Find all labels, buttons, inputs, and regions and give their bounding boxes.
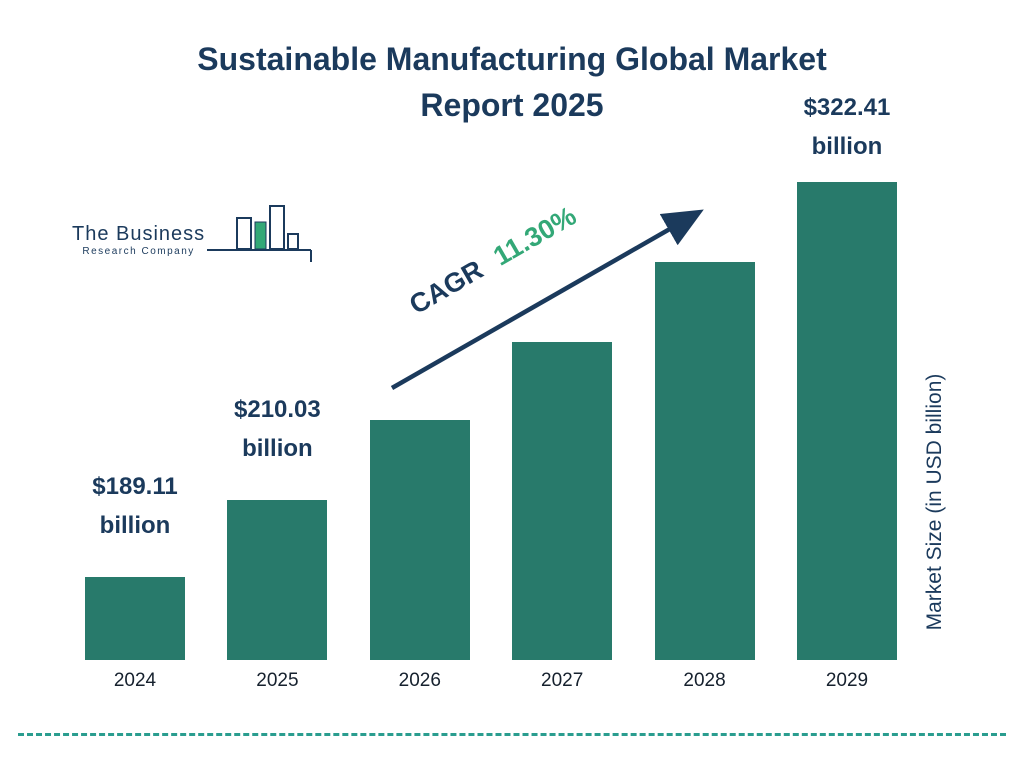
year-label-2028: 2028 (683, 670, 726, 691)
page-title: Sustainable Manufacturing Global Market … (0, 36, 1024, 128)
value-unit: billion (811, 133, 883, 160)
year-label-2027: 2027 (541, 670, 584, 691)
bar-2024 (85, 577, 185, 660)
page-title-line2: Report 2025 (420, 87, 604, 123)
company-logo-text: The Business Research Company (72, 223, 205, 271)
bar-group-2028: 2028 (654, 150, 755, 691)
year-label-2025: 2025 (256, 670, 299, 691)
value-label-2025: $210.03 billion (187, 390, 367, 468)
year-label-2024: 2024 (113, 670, 157, 691)
bottom-dashed-divider (18, 733, 1006, 736)
value-amount: $189.11 (92, 473, 178, 500)
year-label-2029: 2029 (825, 670, 869, 691)
logo-subtitle: Research Company (82, 246, 195, 257)
bar-group-2029: $322.41 billion 2029 (796, 94, 897, 691)
bar-2028 (654, 262, 755, 660)
value-amount: $210.03 (234, 396, 321, 423)
cagr-trend-arrow-icon (378, 192, 723, 412)
bar-2025 (227, 500, 328, 660)
value-label-2029: $322.41 billion (757, 88, 937, 166)
value-unit: billion (242, 435, 313, 462)
bar-2026 (369, 420, 470, 660)
bar-group-2026: 2026 (369, 150, 470, 691)
bar-group-2024: $189.11 billion 2024 (85, 150, 185, 691)
bar-2029 (796, 182, 897, 660)
page-title-line1: Sustainable Manufacturing Global Market (197, 41, 827, 77)
value-label-2024: $189.11 billion (45, 467, 225, 545)
company-logo: The Business Research Company (72, 196, 317, 271)
logo-name: The Business (72, 223, 206, 245)
bar-chart: $189.11 billion 2024 $210.03 billion 202… (85, 94, 897, 691)
year-label-2026: 2026 (398, 670, 441, 691)
bar-2027 (512, 342, 613, 660)
bar-group-2025: $210.03 billion 2025 (227, 150, 328, 691)
value-amount: $322.41 (803, 94, 891, 121)
value-unit: billion (99, 512, 171, 539)
bar-group-2027: 2027 (512, 150, 613, 691)
bar-chart-logo-icon (207, 196, 317, 271)
y-axis-label: Market Size (in USD billion) (923, 373, 946, 631)
